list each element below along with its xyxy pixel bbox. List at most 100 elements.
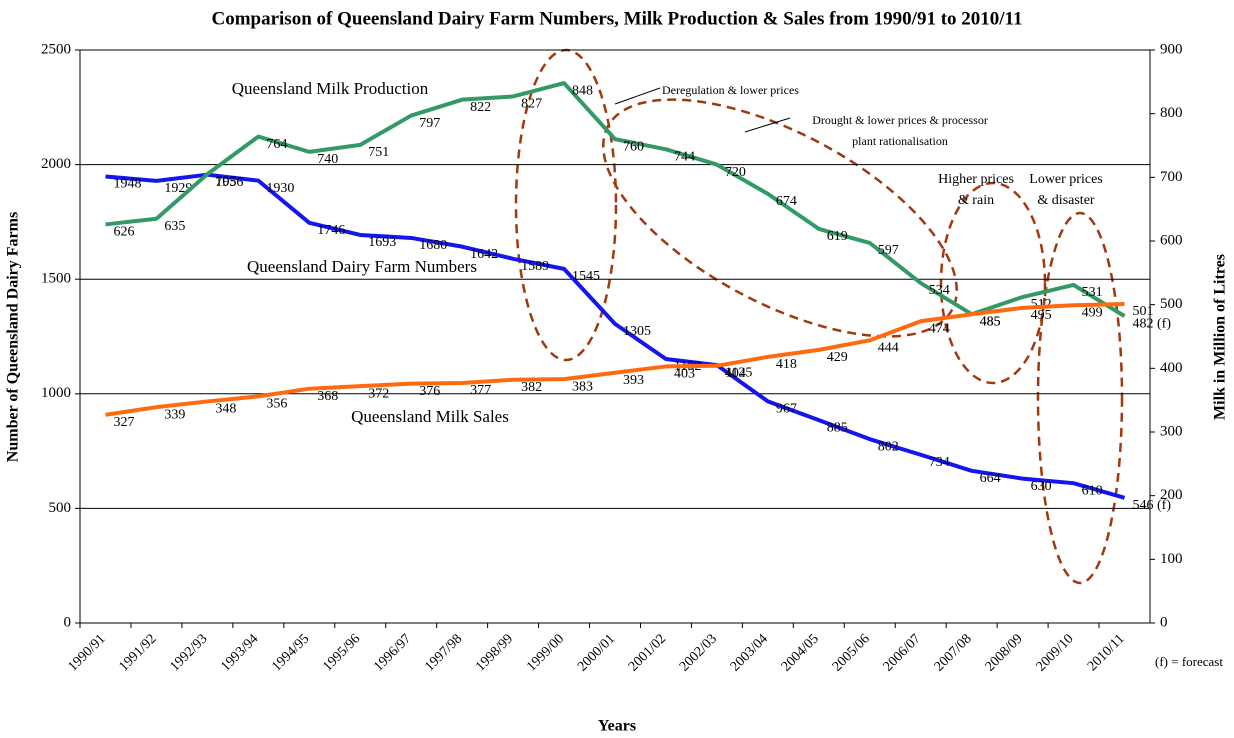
annotation: Higher prices — [938, 172, 1014, 187]
data-label: 848 — [572, 83, 593, 98]
data-label: 1589 — [521, 259, 549, 274]
data-label: 482 (f) — [1133, 316, 1172, 331]
data-label: 418 — [776, 357, 797, 372]
series-line — [105, 172, 1126, 500]
data-label: 1545 — [572, 269, 600, 284]
data-label: 1956 — [215, 175, 243, 190]
annotation: & rain — [958, 193, 994, 208]
data-label: 404 — [725, 366, 746, 381]
y2-tick-label: 600 — [1160, 232, 1183, 248]
y2-axis-title: Milk in Million of Litres — [1212, 254, 1229, 420]
y-tick-label: 2500 — [41, 41, 71, 57]
x-tick-label: 2007/08 — [932, 631, 975, 674]
ellipse — [602, 98, 958, 338]
y2-tick-label: 900 — [1160, 41, 1183, 57]
data-label: 635 — [164, 219, 185, 234]
x-tick-label: 1995/96 — [320, 631, 363, 674]
y2-tick-label: 700 — [1160, 169, 1183, 185]
data-label: 534 — [929, 283, 950, 298]
data-label: 501 — [1133, 304, 1154, 319]
annotation: plant rationalisation — [852, 134, 948, 148]
x-tick-label: 2005/06 — [830, 631, 873, 674]
data-label: 444 — [878, 341, 899, 356]
data-label: 339 — [164, 407, 185, 422]
data-label: 734 — [929, 455, 950, 470]
series-line — [105, 81, 1126, 318]
x-tick-label: 1997/98 — [422, 631, 465, 674]
x-tick-label: 1993/94 — [218, 631, 261, 674]
data-label: 630 — [1031, 479, 1052, 494]
y-tick-label: 1000 — [41, 385, 71, 401]
data-label: 485 — [980, 314, 1001, 329]
x-tick-label: 2004/05 — [779, 631, 822, 674]
y2-tick-label: 500 — [1160, 296, 1183, 312]
data-label: 885 — [827, 420, 848, 435]
x-tick-label: 2001/02 — [626, 631, 669, 674]
y2-tick-label: 200 — [1160, 487, 1183, 503]
data-label: 377 — [470, 383, 491, 398]
data-label: 626 — [113, 225, 134, 240]
data-label: 744 — [674, 150, 695, 165]
series-label: Queensland Dairy Farm Numbers — [247, 257, 477, 276]
annotation: & disaster — [1037, 193, 1094, 208]
data-label: 1305 — [623, 324, 651, 339]
data-label: 1930 — [266, 181, 294, 196]
data-label: 619 — [827, 229, 848, 244]
data-label: 348 — [215, 402, 236, 417]
data-label: 372 — [368, 386, 389, 401]
y-tick-label: 1500 — [41, 271, 71, 287]
x-tick-label: 2009/10 — [1034, 631, 1077, 674]
x-tick-label: 2002/03 — [677, 631, 720, 674]
data-label: 610 — [1082, 483, 1103, 498]
annotation: (f) = forecast — [1155, 654, 1223, 669]
chart-title: Comparison of Queensland Dairy Farm Numb… — [211, 8, 1022, 29]
data-label: 429 — [827, 350, 848, 365]
data-label: 751 — [368, 145, 389, 160]
y-tick-label: 500 — [49, 500, 72, 516]
data-label: 664 — [980, 471, 1001, 486]
ellipse — [939, 181, 1047, 385]
data-label: 760 — [623, 139, 644, 154]
series-label: Queensland Milk Production — [232, 79, 429, 98]
data-label: 393 — [623, 373, 644, 388]
data-label: 827 — [521, 97, 542, 112]
x-tick-label: 1999/00 — [524, 631, 567, 674]
data-label: 376 — [419, 384, 440, 399]
data-label: 797 — [419, 116, 440, 131]
x-tick-label: 2003/04 — [728, 631, 771, 674]
data-label: 546 (f) — [1133, 498, 1172, 513]
data-label: 597 — [878, 243, 899, 258]
x-tick-label: 2008/09 — [983, 631, 1026, 674]
y-tick-label: 0 — [64, 614, 72, 630]
y2-tick-label: 100 — [1160, 551, 1183, 567]
leader-line — [614, 87, 661, 105]
x-tick-label: 2006/07 — [881, 631, 924, 674]
annotation: Drought & lower prices & processor — [812, 113, 988, 127]
data-label: 356 — [266, 397, 287, 412]
ellipse — [1036, 211, 1124, 585]
y2-tick-label: 300 — [1160, 423, 1183, 439]
data-label: 368 — [317, 389, 338, 404]
x-tick-label: 2000/01 — [575, 631, 618, 674]
data-label: 705 — [215, 174, 236, 189]
x-tick-label: 1994/95 — [269, 631, 312, 674]
data-label: 1680 — [419, 238, 447, 253]
y2-tick-label: 400 — [1160, 360, 1183, 376]
annotation: Lower prices — [1029, 172, 1102, 187]
x-axis-title: Years — [598, 718, 636, 735]
data-label: 1642 — [470, 247, 498, 262]
data-label: 802 — [878, 439, 899, 454]
data-label: 967 — [776, 402, 797, 417]
data-label: 495 — [1031, 308, 1052, 323]
data-label: 531 — [1082, 285, 1103, 300]
data-label: 485 — [980, 314, 1001, 329]
y2-tick-label: 800 — [1160, 105, 1183, 121]
data-label: 720 — [725, 165, 746, 180]
data-label: 499 — [1082, 306, 1103, 321]
y-tick-label: 2000 — [41, 156, 71, 172]
x-tick-label: 1996/97 — [371, 631, 414, 674]
series-label: Queensland Milk Sales — [351, 407, 509, 426]
annotation: Deregulation & lower prices — [662, 83, 799, 97]
data-label: 403 — [674, 367, 695, 382]
